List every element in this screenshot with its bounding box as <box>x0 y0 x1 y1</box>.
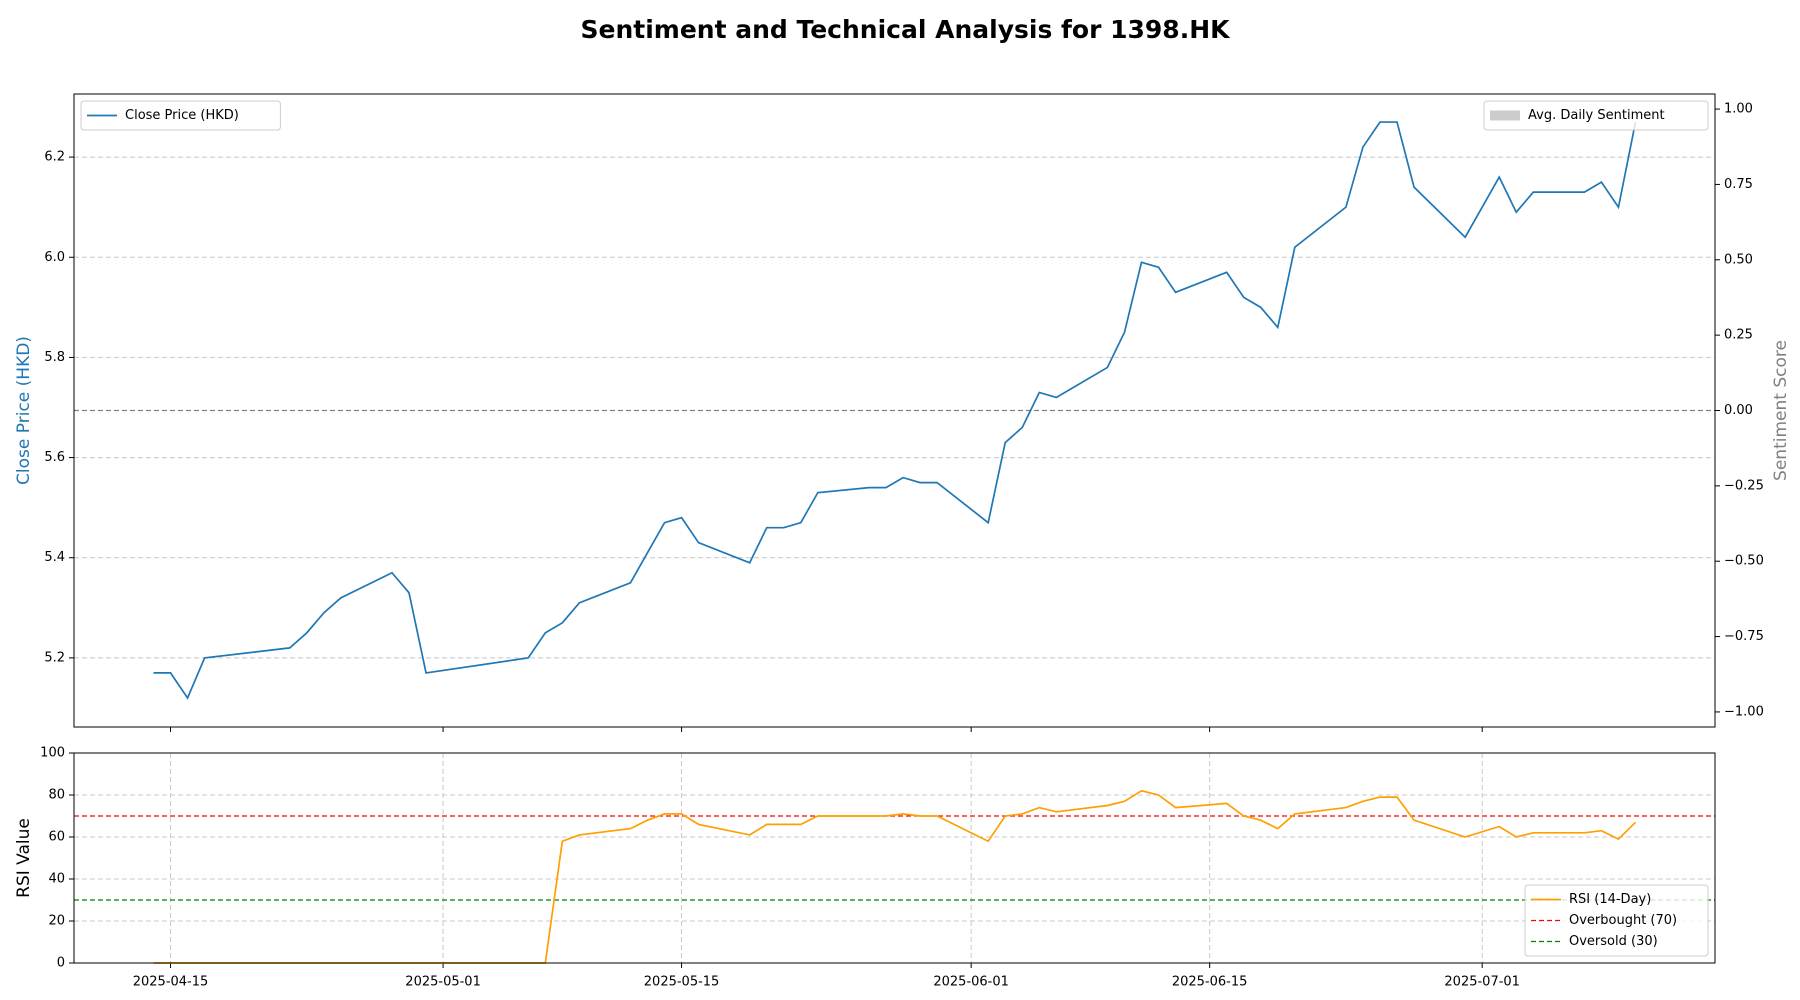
y-tick-label: 40 <box>48 872 65 887</box>
y2-tick-label: 0.50 <box>1724 252 1753 267</box>
legend-label: Overbought (70) <box>1569 913 1677 928</box>
y2-tick-label: −0.25 <box>1724 478 1764 493</box>
subplot: 5.2 5.4 5.6 5.8 6.0 6.2 −1.00 −0.75 −0.50 −0.25 0.… <box>14 93 1791 732</box>
x-tick-label: 2025-05-01 <box>405 975 481 990</box>
series-line <box>153 121 1637 700</box>
y2-tick-label: −1.00 <box>1724 704 1764 719</box>
legend: Close Price (HKD) <box>80 100 281 131</box>
y-tick-label: 5.6 <box>44 450 65 465</box>
y-tick-label: 60 <box>48 830 65 845</box>
legend-label: RSI (14-Day) <box>1569 892 1651 907</box>
y-tick-label: 6.2 <box>44 150 65 165</box>
legend-swatch <box>1490 110 1520 121</box>
y2-tick-label: −0.75 <box>1724 629 1764 644</box>
y2-tick-label: 1.00 <box>1724 102 1753 117</box>
legend-label: Close Price (HKD) <box>125 108 239 123</box>
legend-label: Oversold (30) <box>1569 934 1658 949</box>
y-axis-label: Close Price (HKD) <box>14 336 34 485</box>
y-tick-label: 6.0 <box>44 250 65 265</box>
y2-tick-label: −0.50 <box>1724 554 1764 569</box>
legend: RSI (14-Day) Overbought (70) Oversold (30) <box>1524 884 1709 957</box>
x-tick-label: 2025-04-15 <box>133 975 209 990</box>
plot-frame <box>73 93 1716 728</box>
legend-box <box>80 100 281 131</box>
y-tick-label: 0 <box>57 956 65 971</box>
legend-box <box>1524 884 1709 957</box>
y-tick-label: 100 <box>40 746 65 761</box>
y2-axis-label: Sentiment Score <box>1771 340 1791 481</box>
chart-title: Sentiment and Technical Analysis for 139… <box>580 15 1231 44</box>
y2-tick-label: 0.75 <box>1724 177 1753 192</box>
plot-frame <box>73 752 1716 964</box>
y2-tick-label: 0.25 <box>1724 328 1753 343</box>
x-tick-label: 2025-06-01 <box>933 975 1009 990</box>
y-tick-label: 5.8 <box>44 350 65 365</box>
subplot: 0 20 40 60 80 100 2025-04-15 2025-05-01 2025-05-… <box>14 746 1716 990</box>
x-tick-label: 2025-07-01 <box>1444 975 1520 990</box>
legend: Avg. Daily Sentiment <box>1483 100 1709 131</box>
legend-label: Avg. Daily Sentiment <box>1528 108 1665 123</box>
y-tick-label: 80 <box>48 788 65 803</box>
x-tick-label: 2025-05-15 <box>644 975 720 990</box>
x-tick-label: 2025-06-15 <box>1172 975 1248 990</box>
legend-box <box>1483 100 1709 131</box>
y-tick-label: 5.2 <box>44 650 65 665</box>
y-axis-label: RSI Value <box>14 818 34 898</box>
y-tick-label: 20 <box>48 914 65 929</box>
y2-tick-label: 0.00 <box>1724 403 1753 418</box>
y-tick-label: 5.4 <box>44 550 65 565</box>
